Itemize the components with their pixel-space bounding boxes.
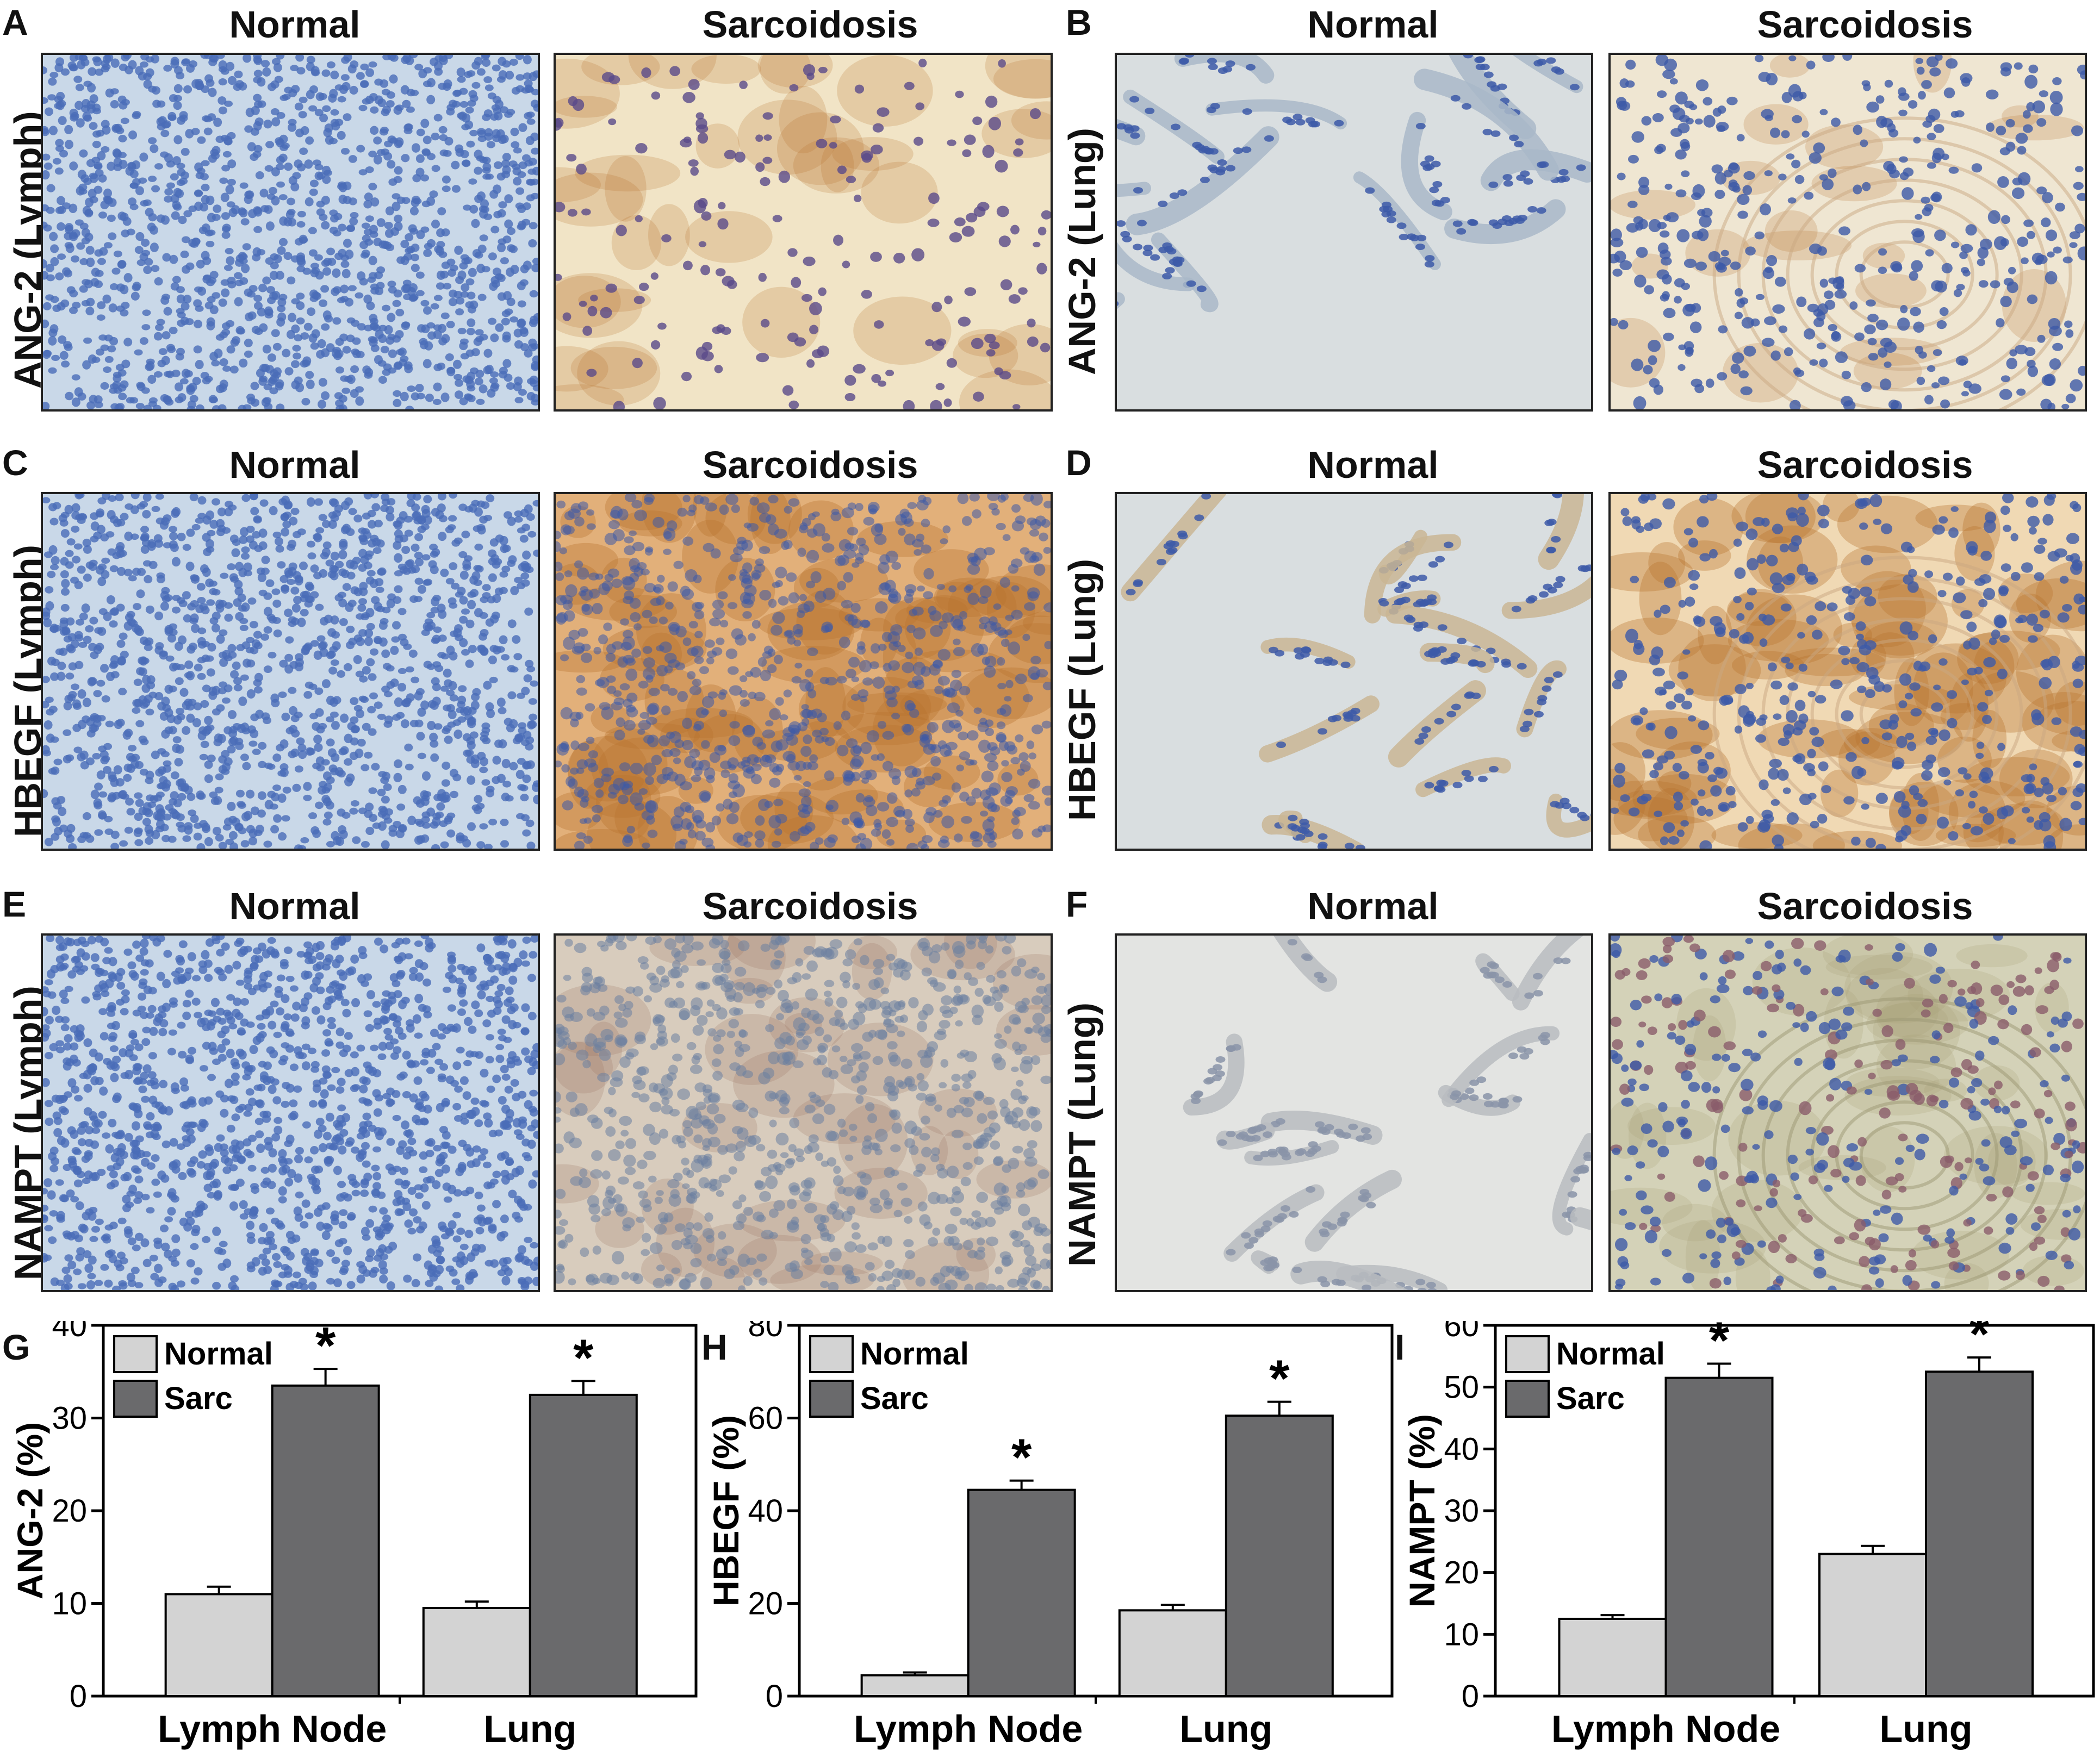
- y-axis-label: NAMPT (%): [1402, 1414, 1442, 1607]
- bar-sarc-1: [1225, 1414, 1334, 1698]
- bar-sarc-0: [271, 1384, 380, 1697]
- column-title-normal-e: Normal: [229, 885, 361, 927]
- y-tick-label: 30: [1444, 1493, 1479, 1529]
- bar-normal-0: [860, 1674, 970, 1698]
- column-title-normal-b: Normal: [1307, 3, 1439, 46]
- y-tick-label: 50: [1444, 1370, 1479, 1405]
- panel-letter-e: E: [2, 884, 27, 924]
- micrograph-f-normal: [1115, 933, 1593, 1292]
- bar-chart-nampt: 0 10 20 30 40 50 60 NAMPT (%) * Lymph Node * Lung No…: [1402, 1321, 2095, 1750]
- panel-letter-h: H: [701, 1327, 728, 1367]
- legend-swatch-normal: [1505, 1335, 1550, 1373]
- bar-normal-0: [1558, 1617, 1667, 1698]
- legend-swatch-normal: [113, 1335, 158, 1373]
- column-title-sarcoidosis-d: Sarcoidosis: [1757, 444, 1973, 486]
- micrograph-f-sarcoidosis: [1608, 933, 2087, 1292]
- legend-swatch-normal: [809, 1335, 854, 1373]
- micrograph-a-sarcoidosis: [554, 53, 1053, 412]
- y-tick-label: 40: [748, 1493, 783, 1529]
- panel-letter-b: B: [1066, 2, 1092, 42]
- legend-swatch-sarc: [1505, 1380, 1550, 1418]
- legend-label-sarc: Sarc: [1556, 1381, 1625, 1416]
- micrograph-b-normal: [1115, 53, 1593, 412]
- bar-chart-ang2: 0 10 20 30 40 ANG-2 (%) * Lymph Node * Lung Normal…: [10, 1321, 698, 1750]
- significance-star: *: [1011, 1429, 1032, 1487]
- panel-letter-d: D: [1066, 443, 1092, 483]
- micrograph-c-sarcoidosis: [554, 492, 1053, 851]
- column-title-sarcoidosis-b: Sarcoidosis: [1757, 3, 1973, 46]
- x-category-label: Lymph Node: [158, 1708, 387, 1750]
- micrograph-d-normal: [1115, 492, 1593, 851]
- significance-star: *: [573, 1329, 594, 1387]
- column-title-sarcoidosis-a: Sarcoidosis: [702, 3, 918, 46]
- x-category-label: Lung: [1879, 1708, 1972, 1750]
- bar-chart-hbegf: 0 20 40 60 80 HBEGF (%) * Lymph Node * Lung Normal…: [706, 1321, 1394, 1750]
- column-title-sarcoidosis-e: Sarcoidosis: [702, 885, 918, 927]
- bar-sarc-1: [529, 1393, 638, 1697]
- column-title-normal-a: Normal: [229, 3, 361, 46]
- legend-label-normal: Normal: [1556, 1336, 1665, 1372]
- column-title-sarcoidosis-c: Sarcoidosis: [702, 444, 918, 486]
- y-tick-label: 0: [1462, 1679, 1479, 1714]
- y-tick-label: 40: [1444, 1431, 1479, 1467]
- bar-normal-0: [164, 1593, 274, 1698]
- column-title-sarcoidosis-f: Sarcoidosis: [1757, 885, 1973, 927]
- y-tick-label: 20: [1444, 1555, 1479, 1591]
- y-tick-label: 20: [52, 1493, 87, 1529]
- significance-star: *: [1969, 1321, 1990, 1363]
- micrograph-b-sarcoidosis: [1608, 53, 2087, 412]
- row-label-hbegf-lung: HBEGF (Lung): [1061, 558, 1103, 821]
- bar-sarc-0: [967, 1488, 1076, 1697]
- micrograph-e-normal: [41, 933, 540, 1292]
- column-title-normal-f: Normal: [1307, 885, 1439, 927]
- bar-normal-1: [1818, 1553, 1927, 1697]
- legend-label-normal: Normal: [860, 1336, 969, 1372]
- micrograph-d-sarcoidosis: [1608, 492, 2087, 851]
- column-title-normal-c: Normal: [229, 444, 361, 486]
- panel-letter-a: A: [2, 2, 28, 42]
- micrograph-a-normal: [41, 53, 540, 412]
- significance-star: *: [1269, 1350, 1290, 1408]
- y-tick-label: 60: [1444, 1321, 1479, 1343]
- row-label-nampt-lung: NAMPT (Lung): [1061, 1002, 1103, 1267]
- y-axis-label: HBEGF (%): [706, 1415, 746, 1606]
- legend-swatch-sarc: [113, 1380, 158, 1418]
- y-tick-label: 40: [52, 1321, 87, 1343]
- column-title-normal-d: Normal: [1307, 444, 1439, 486]
- bar-sarc-1: [1925, 1370, 2034, 1697]
- bar-sarc-0: [1664, 1376, 1774, 1698]
- y-tick-label: 10: [52, 1586, 87, 1622]
- legend-label-sarc: Sarc: [164, 1381, 233, 1416]
- bar-normal-1: [422, 1607, 531, 1698]
- panel-letter-c: C: [2, 443, 28, 483]
- significance-star: *: [1709, 1321, 1730, 1369]
- panel-letter-i: I: [1395, 1327, 1405, 1367]
- y-tick-label: 0: [70, 1679, 87, 1714]
- legend-swatch-sarc: [809, 1380, 854, 1418]
- y-tick-label: 30: [52, 1401, 87, 1436]
- row-label-ang2-lung: ANG-2 (Lung): [1061, 128, 1103, 375]
- micrograph-e-sarcoidosis: [554, 933, 1053, 1292]
- y-tick-label: 20: [748, 1586, 783, 1622]
- x-category-label: Lymph Node: [854, 1708, 1083, 1750]
- legend-label-normal: Normal: [164, 1336, 273, 1372]
- significance-star: *: [315, 1321, 336, 1375]
- y-tick-label: 0: [766, 1679, 783, 1714]
- legend-label-sarc: Sarc: [860, 1381, 929, 1416]
- y-tick-label: 10: [1444, 1617, 1479, 1652]
- panel-letter-f: F: [1066, 884, 1088, 924]
- y-tick-label: 80: [748, 1321, 783, 1343]
- bar-normal-1: [1118, 1609, 1227, 1697]
- micrograph-c-normal: [41, 492, 540, 851]
- y-tick-label: 60: [748, 1401, 783, 1436]
- y-axis-label: ANG-2 (%): [10, 1422, 50, 1599]
- x-category-label: Lung: [483, 1708, 576, 1750]
- panel-letter-g: G: [2, 1327, 30, 1367]
- x-category-label: Lung: [1179, 1708, 1272, 1750]
- x-category-label: Lymph Node: [1551, 1708, 1780, 1750]
